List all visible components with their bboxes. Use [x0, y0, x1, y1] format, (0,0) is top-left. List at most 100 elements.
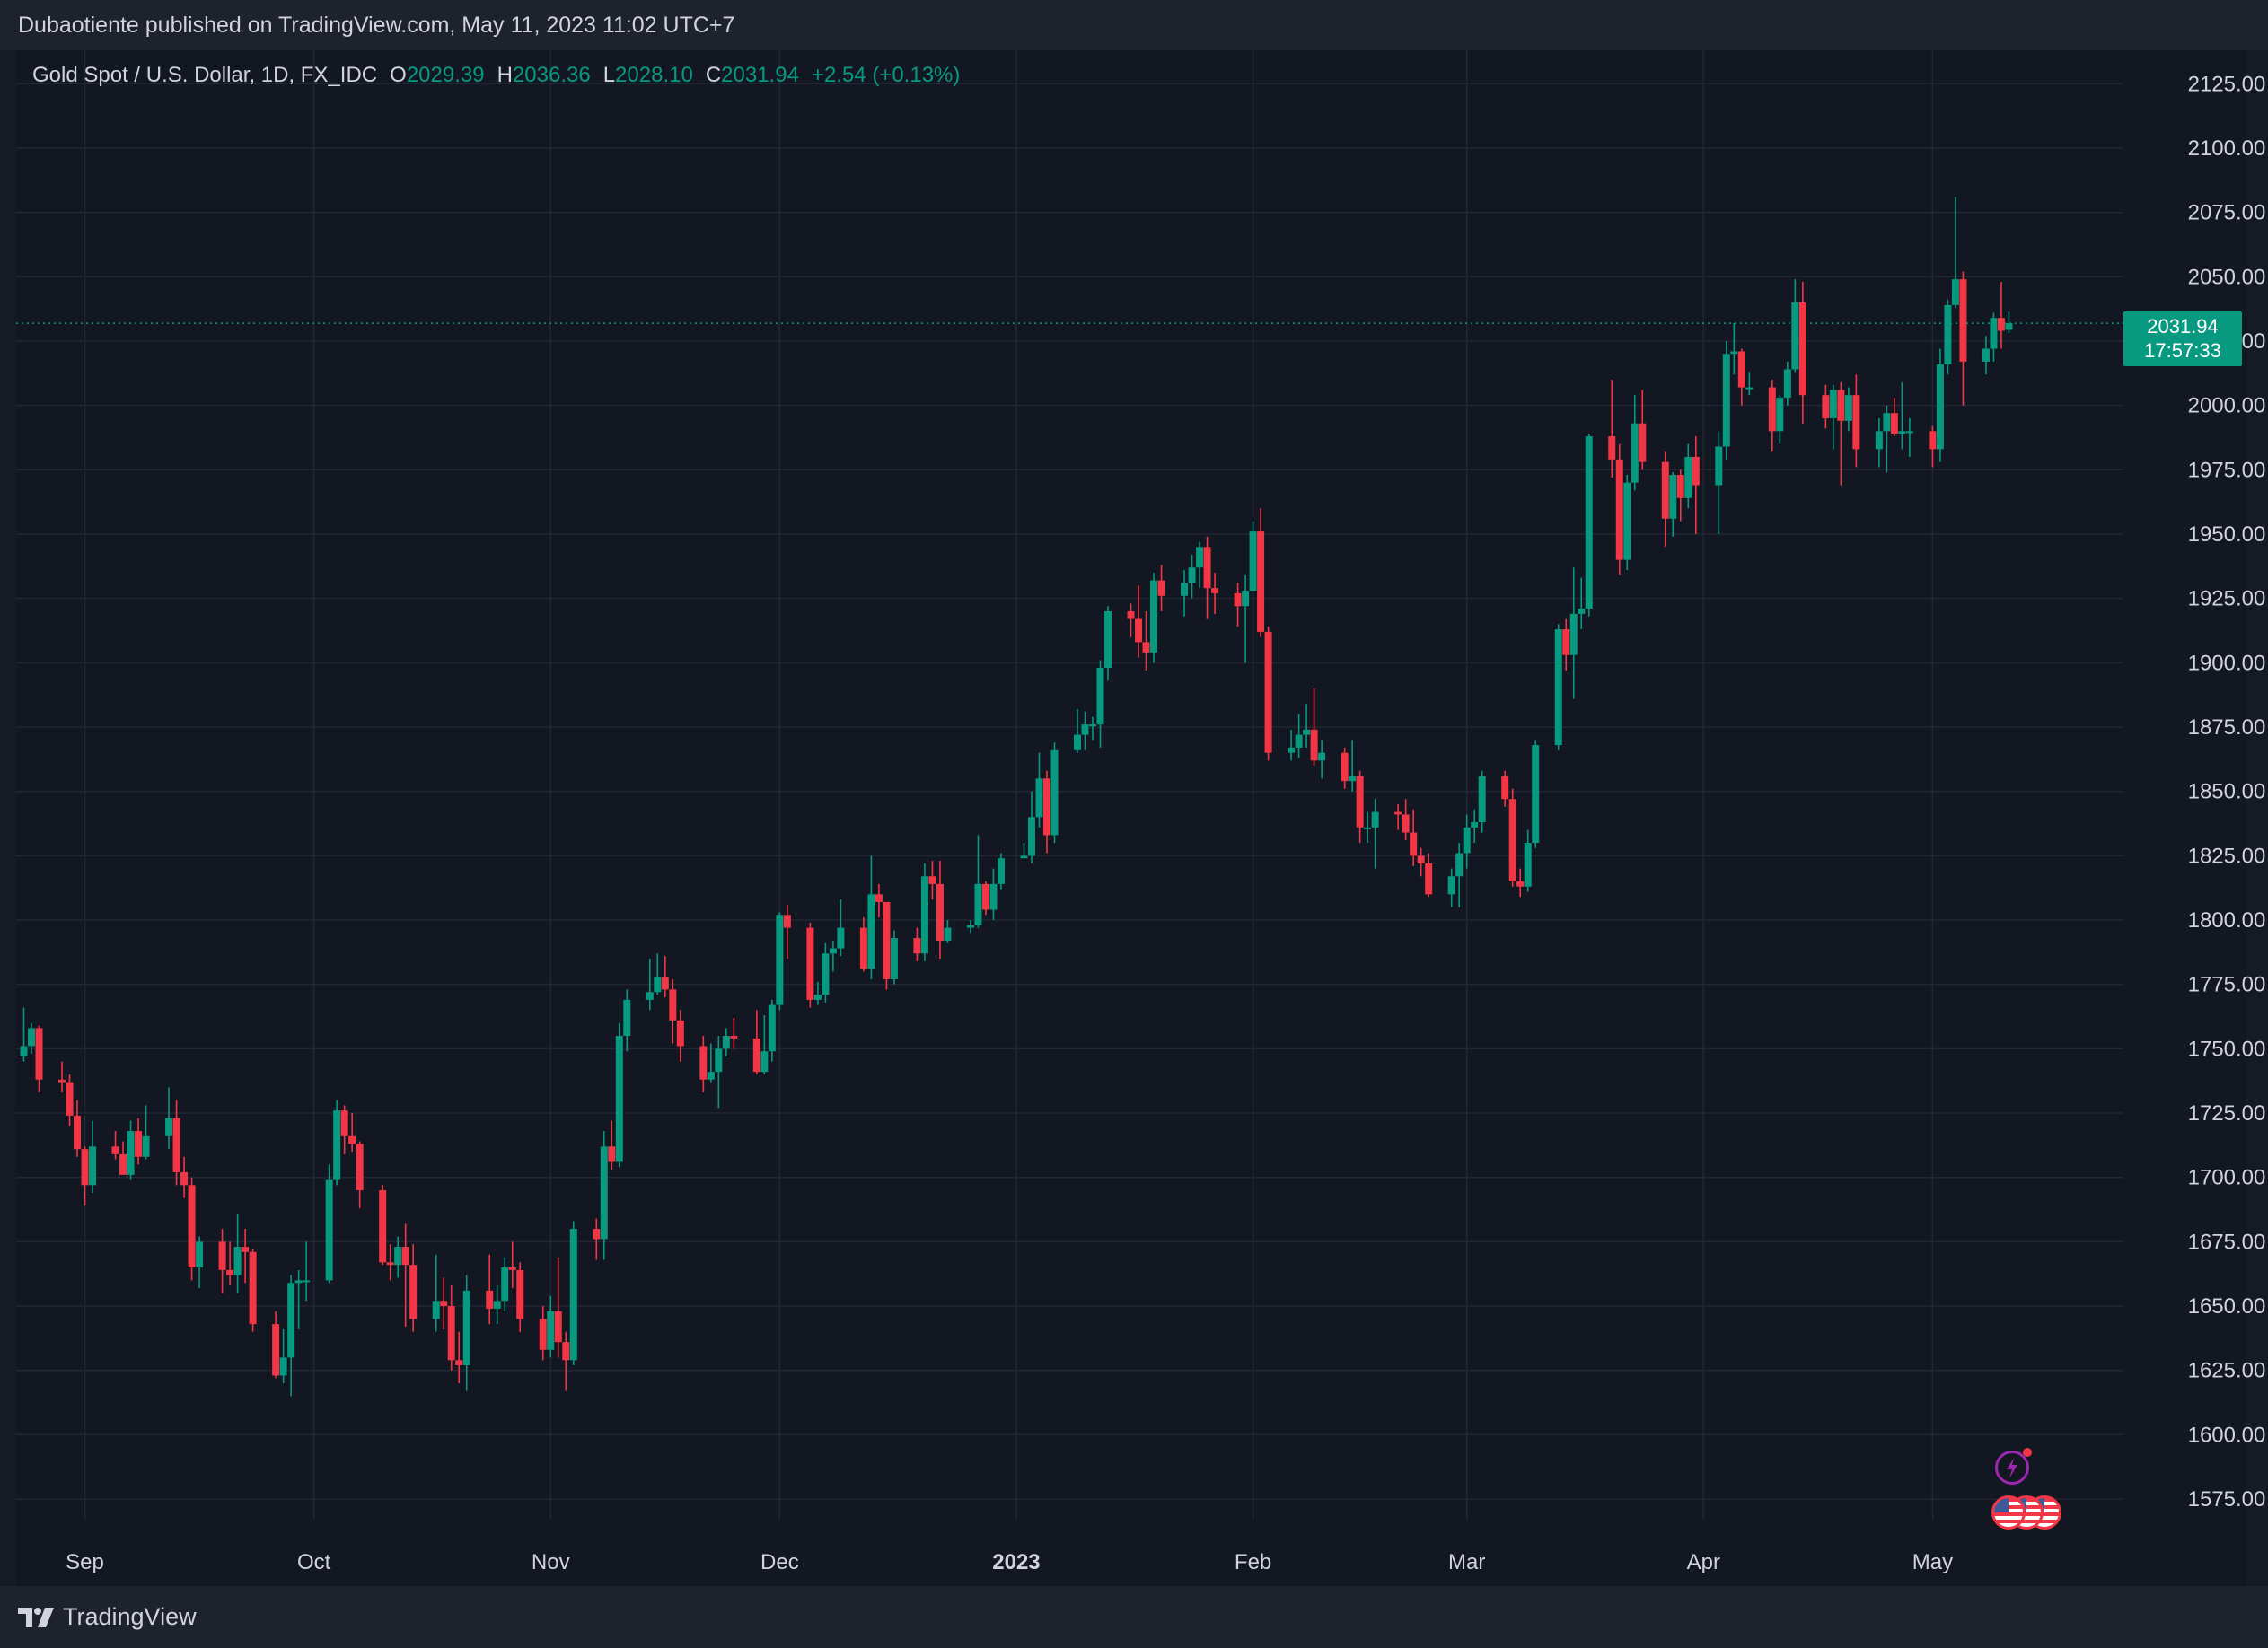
- candle-body: [409, 1265, 418, 1319]
- candle: [997, 853, 1005, 890]
- candle: [1715, 431, 1723, 534]
- candle-body: [1554, 629, 1562, 746]
- candle-body: [249, 1251, 257, 1325]
- candle-body: [661, 977, 669, 990]
- time-tick-label: 2023: [992, 1550, 1040, 1574]
- candle-body: [859, 927, 867, 969]
- candle: [1150, 572, 1158, 663]
- price-tick-label: 1800.00: [2188, 908, 2266, 933]
- flash-event-icon[interactable]: [1995, 1448, 2032, 1485]
- candle: [1349, 740, 1357, 792]
- candle-body: [944, 927, 952, 941]
- candle-body: [1150, 580, 1158, 653]
- candle-body: [1829, 390, 1837, 418]
- candle-body: [722, 1036, 730, 1049]
- candle-body: [776, 915, 784, 1005]
- candle: [654, 953, 662, 995]
- candle-body: [127, 1131, 135, 1175]
- candle: [1829, 384, 1837, 450]
- candle-body: [813, 995, 822, 1000]
- candle-body: [646, 992, 654, 1000]
- candle: [707, 1043, 715, 1083]
- candle: [1516, 868, 1525, 898]
- candle: [111, 1131, 119, 1160]
- candle-body: [455, 1360, 463, 1365]
- price-tick-label: 1675.00: [2188, 1230, 2266, 1254]
- candle: [1791, 279, 1799, 373]
- last-price-tag: 2031.94 17:57:33: [2123, 311, 2242, 366]
- candle: [1822, 384, 1830, 429]
- candle: [1798, 282, 1806, 424]
- candle: [1249, 521, 1257, 592]
- time-tick-label: Feb: [1235, 1550, 1271, 1574]
- chart-pane[interactable]: [16, 50, 2246, 1586]
- change-value: +2.54 (+0.13%): [811, 63, 961, 87]
- candle: [661, 956, 669, 998]
- candle-body: [1425, 863, 1433, 895]
- candle-body: [508, 1267, 516, 1270]
- candles: [20, 197, 2013, 1397]
- candle: [1318, 740, 1326, 779]
- high-value: 2036.36: [512, 63, 591, 87]
- candle: [432, 1254, 440, 1332]
- candle: [813, 981, 822, 1005]
- candle-body: [1211, 588, 1219, 593]
- candle-body: [1242, 591, 1250, 607]
- candle: [562, 1331, 570, 1391]
- candle-body: [74, 1115, 82, 1150]
- candle-body: [462, 1290, 470, 1365]
- candle-body: [1288, 747, 1296, 753]
- candle: [394, 1236, 402, 1278]
- candle: [1135, 585, 1143, 658]
- candle-body: [493, 1301, 501, 1309]
- candle-body: [1959, 279, 1967, 362]
- candle: [279, 1328, 287, 1384]
- candle: [920, 863, 928, 961]
- candle: [462, 1275, 470, 1391]
- candle: [1608, 379, 1616, 478]
- candle-body: [1081, 724, 1089, 735]
- candle-body: [1905, 431, 1913, 434]
- candle: [1944, 300, 1952, 375]
- candle-body: [699, 1046, 708, 1080]
- candle: [1936, 348, 1944, 462]
- candle-body: [1929, 431, 1937, 450]
- us-flag-icon[interactable]: [1991, 1495, 2026, 1530]
- candle-body: [1089, 724, 1097, 727]
- tradingview-brand[interactable]: TradingView: [18, 1603, 197, 1631]
- candle: [547, 1295, 555, 1358]
- candle: [1990, 312, 1998, 362]
- candle-body: [1883, 413, 1891, 432]
- candle-body: [562, 1342, 570, 1361]
- candle: [127, 1120, 135, 1180]
- candle: [936, 861, 944, 960]
- candle: [1639, 390, 1647, 470]
- candle-body: [654, 977, 662, 993]
- candle-body: [1050, 749, 1059, 836]
- symbol-legend: Gold Spot / U.S. Dollar, 1D, FX_IDC O 202…: [32, 63, 960, 88]
- symbol-name: Gold Spot / U.S. Dollar, 1D, FX_IDC: [32, 63, 378, 87]
- candle: [386, 1244, 394, 1281]
- candle-body: [1890, 413, 1898, 434]
- candle-body: [1303, 729, 1311, 735]
- candle: [1264, 627, 1272, 761]
- candle: [1089, 716, 1097, 741]
- candle: [516, 1262, 524, 1332]
- candle: [1562, 618, 1570, 671]
- candle-body: [1257, 531, 1265, 632]
- candle: [447, 1285, 455, 1371]
- price-tick-label: 2125.00: [2188, 72, 2266, 96]
- candle-body: [180, 1171, 189, 1186]
- candle: [669, 978, 677, 1044]
- candle: [1288, 729, 1296, 761]
- candle: [1035, 752, 1043, 828]
- price-tick-label: 1825.00: [2188, 844, 2266, 868]
- price-tick-label: 1700.00: [2188, 1166, 2266, 1190]
- candle: [1692, 436, 1700, 534]
- candle-body: [974, 883, 982, 925]
- candle-body: [1944, 304, 1952, 364]
- candle: [486, 1254, 494, 1325]
- candle: [1554, 624, 1562, 750]
- candle-body: [1615, 459, 1623, 560]
